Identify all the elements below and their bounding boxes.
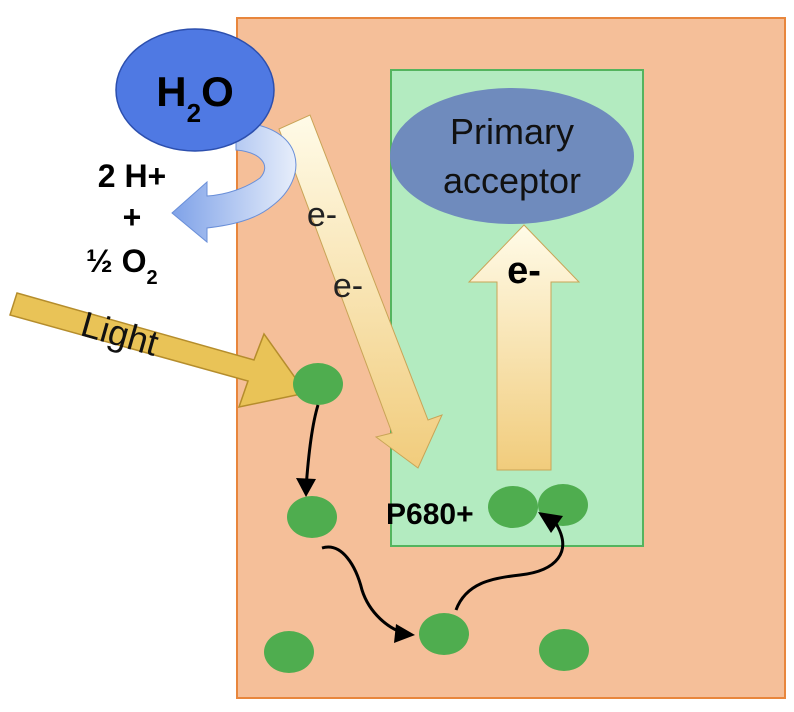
pigment-molecule xyxy=(293,363,343,405)
pigment-molecule xyxy=(264,631,314,673)
pigment-molecule xyxy=(419,613,469,655)
arrowhead xyxy=(296,478,316,497)
electron-flow-arrow xyxy=(278,114,443,469)
hydrogen-ions-label: 2 H+ xyxy=(98,158,166,194)
pigment-molecule xyxy=(539,629,589,671)
light-arrow xyxy=(9,292,308,409)
plus-sign: + xyxy=(123,199,142,235)
oxygen-label-subscript: 2 xyxy=(146,267,157,289)
water-label: H2O xyxy=(156,68,233,128)
light-label: Light xyxy=(77,303,163,364)
pigment-molecule xyxy=(287,496,337,538)
water-molecule xyxy=(115,28,275,152)
primary-acceptor xyxy=(390,88,634,224)
water-split-arrow xyxy=(171,121,297,244)
oxygen-label-main: ½ O xyxy=(86,243,146,279)
water-label-suffix: O xyxy=(201,68,234,115)
reaction-center-pigment xyxy=(488,486,538,528)
up-electron-label: e- xyxy=(507,250,541,292)
up-electron-arrow xyxy=(467,224,581,471)
water-label-main: H xyxy=(156,68,186,115)
electron-label-1: e- xyxy=(307,196,337,234)
reaction-center-label: P680+ xyxy=(386,498,474,531)
water-label-subscript: 2 xyxy=(187,98,201,128)
primary-acceptor-line1: Primary xyxy=(450,111,574,152)
oxygen-label: ½ O2 xyxy=(86,243,158,289)
arrowhead xyxy=(538,512,563,533)
primary-acceptor-line2: acceptor xyxy=(443,160,581,201)
energy-transfer-arrow xyxy=(454,521,565,611)
electron-label-2: e- xyxy=(333,267,363,305)
energy-transfer-arrow xyxy=(321,545,409,636)
arrowhead xyxy=(394,624,415,643)
